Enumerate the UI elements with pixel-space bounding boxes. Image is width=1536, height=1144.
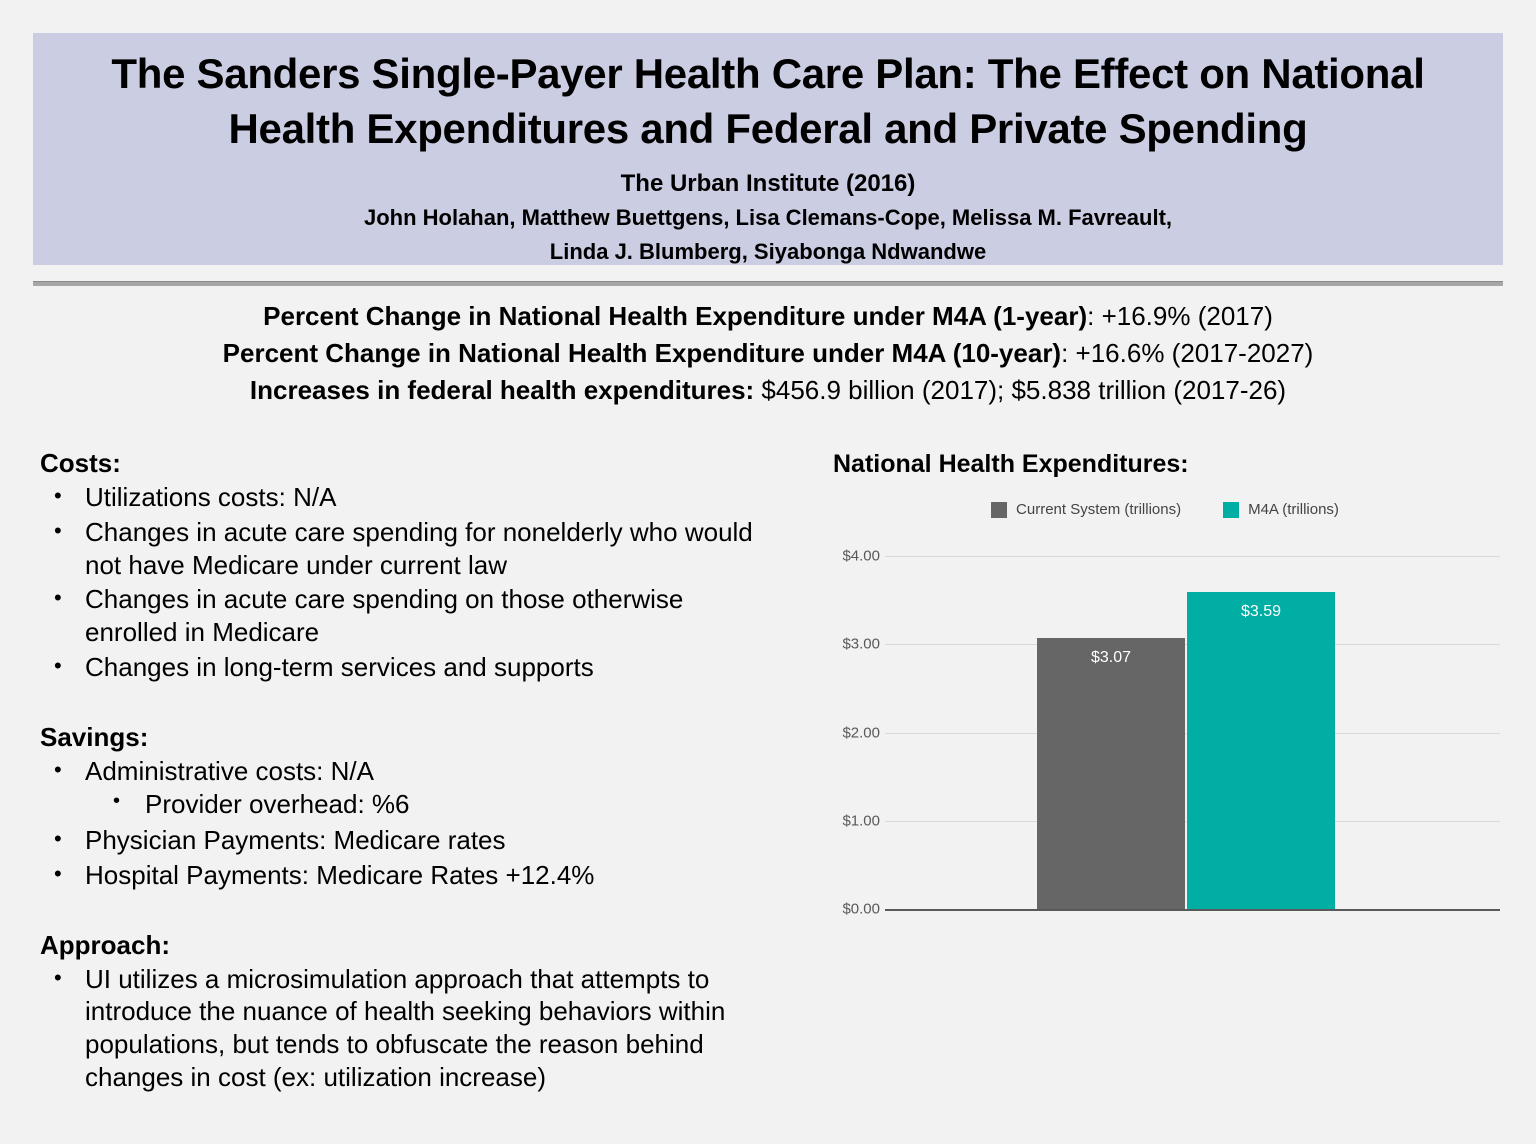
bullet-text: Administrative costs: N/A: [85, 755, 374, 786]
bullet-text: Utilizations costs: N/A: [85, 482, 337, 512]
legend-swatch-icon: [1223, 501, 1240, 518]
sub-list-item: Provider overhead: %6: [85, 787, 780, 822]
legend-swatch-icon: [991, 501, 1008, 518]
stat-row-2: Percent Change in National Health Expend…: [33, 335, 1503, 372]
list-item: Changes in acute care spending for nonel…: [40, 515, 780, 582]
bullet-text: Physician Payments: Medicare rates: [85, 825, 506, 856]
stat-label-1: Percent Change in National Health Expend…: [263, 301, 1088, 331]
list-item: Hospital Payments: Medicare Rates +12.4%: [40, 858, 780, 892]
bar-current-system: $3.07: [1037, 638, 1185, 909]
source-line: The Urban Institute (2016): [620, 170, 916, 198]
page-title: The Sanders Single-Payer Health Care Pla…: [111, 50, 1425, 152]
gridline: [885, 556, 1500, 557]
bullet-list-savings: Administrative costs: N/A Provider overh…: [40, 754, 780, 892]
chart-bars: $3.07 $3.59: [885, 556, 1500, 909]
x-axis-line: [885, 909, 1500, 911]
chart-plot-area: $4.00 $3.00 $2.00 $1.00 $0.00 $3.07 $3.5…: [830, 548, 1510, 921]
chart-title: National Health Expenditures:: [833, 450, 1189, 478]
spacer: [40, 686, 780, 722]
stat-label-3: Increases in federal health expenditures…: [249, 374, 755, 405]
y-tick-label: $3.00: [842, 635, 880, 653]
section-costs: Costs: Utilizations costs: N/A Changes i…: [40, 448, 780, 684]
bullet-text: Changes in long-term services and suppor…: [85, 651, 594, 682]
chart-panel: National Health Expenditures: Current Sy…: [830, 450, 1510, 920]
stat-label-2: Percent Change in National Health Expend…: [222, 337, 1062, 368]
y-tick-label: $4.00: [842, 547, 880, 565]
chart-legend: Current System (trillions) M4A (trillion…: [820, 501, 1510, 518]
bar-value-label: $3.59: [1240, 603, 1282, 621]
content-left-column: Costs: Utilizations costs: N/A Changes i…: [40, 448, 780, 1096]
bullet-text: Hospital Payments: Medicare Rates +12.4%: [85, 859, 595, 890]
spacer: [40, 894, 780, 930]
stat-value-1: : +16.9% (2017): [1087, 301, 1273, 331]
section-heading-costs: Costs:: [40, 448, 121, 478]
legend-item-m4a: M4A (trillions): [1223, 501, 1339, 518]
legend-item-current-system: Current System (trillions): [991, 501, 1181, 518]
list-item: Utilizations costs: N/A: [40, 480, 780, 514]
section-heading-approach: Approach:: [40, 929, 170, 960]
legend-label: M4A (trillions): [1248, 501, 1339, 518]
stat-value-3: $456.9 billion (2017); $5.838 trillion (…: [754, 374, 1287, 405]
header-divider: [33, 281, 1503, 286]
y-axis: $4.00 $3.00 $2.00 $1.00 $0.00: [830, 548, 880, 918]
bullet-text: Changes in acute care spending for nonel…: [85, 516, 753, 580]
y-tick-label: $0.00: [842, 900, 880, 918]
stat-row-3: Increases in federal health expenditures…: [33, 372, 1503, 409]
section-heading-savings: Savings:: [40, 721, 149, 752]
y-tick-label: $2.00: [842, 724, 880, 741]
section-savings: Savings: Administrative costs: N/A Provi…: [40, 722, 780, 892]
bar-value-label: $3.07: [1090, 649, 1132, 667]
title-banner: The Sanders Single-Payer Health Care Pla…: [33, 33, 1503, 265]
sub-bullet-text: Provider overhead: %6: [145, 789, 410, 820]
section-approach: Approach: UI utilizes a microsimulation …: [40, 930, 780, 1094]
y-tick-label: $1.00: [842, 812, 880, 830]
bullet-text: UI utilizes a microsimulation approach t…: [85, 963, 726, 1092]
bar-m4a: $3.59: [1187, 592, 1335, 909]
list-item: Administrative costs: N/A Provider overh…: [40, 754, 780, 823]
authors-line-1: John Holahan, Matthew Buettgens, Lisa Cl…: [363, 204, 1173, 230]
stat-value-2: : +16.6% (2017-2027): [1061, 337, 1314, 368]
authors-line-2: Linda J. Blumberg, Siyabonga Ndwandwe: [549, 238, 987, 264]
legend-label: Current System (trillions): [1016, 501, 1182, 518]
list-item: Changes in acute care spending on those …: [40, 582, 780, 649]
key-statistics: Percent Change in National Health Expend…: [33, 298, 1503, 409]
bullet-list-approach: UI utilizes a microsimulation approach t…: [40, 962, 780, 1094]
stat-row-1: Percent Change in National Health Expend…: [33, 298, 1503, 335]
list-item: UI utilizes a microsimulation approach t…: [40, 962, 780, 1094]
list-item: Physician Payments: Medicare rates: [40, 823, 780, 857]
sub-bullet-list: Provider overhead: %6: [85, 787, 780, 822]
chart-grid: $3.07 $3.59: [885, 556, 1500, 911]
bullet-list-costs: Utilizations costs: N/A Changes in acute…: [40, 480, 780, 684]
list-item: Changes in long-term services and suppor…: [40, 650, 780, 684]
bullet-text: Changes in acute care spending on those …: [85, 584, 684, 647]
